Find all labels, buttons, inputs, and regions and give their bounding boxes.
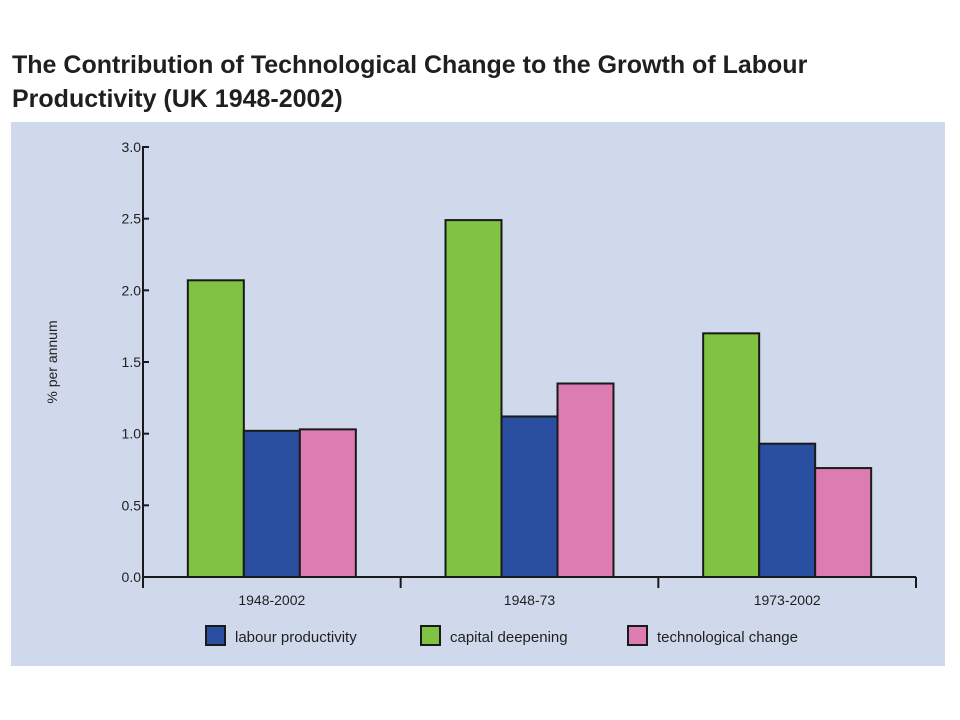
bar-labour-productivity-2: [758, 442, 817, 579]
x-tick-label-1: 1948-73: [504, 592, 556, 608]
legend-label-labour-productivity: labour productivity: [235, 629, 357, 646]
bar-capital-deepening-2: [702, 332, 761, 579]
y-tick-label-2: 1.0: [122, 426, 142, 442]
legend-label-capital-deepening: capital deepening: [450, 629, 568, 646]
bar-technological-change-0: [298, 428, 357, 578]
y-axis-title: % per annum: [44, 320, 60, 403]
legend-swatch-capital-deepening: [420, 625, 441, 646]
bar-capital-deepening-1: [444, 219, 503, 578]
y-tick-label-1: 0.5: [122, 497, 142, 513]
axes-group: 1948-2002 1948-73 1973-2002 0.0 0.5 1.0 1.5 2.0…: [122, 139, 917, 608]
x-tick-label-2: 1973-2002: [754, 592, 821, 608]
legend: labour productivity capital deepening tech…: [205, 625, 798, 646]
y-tick-label-3: 1.5: [122, 354, 142, 370]
x-tick-label-0: 1948-2002: [238, 592, 305, 608]
y-tick-label-5: 2.5: [122, 211, 142, 227]
y-tick-label-0: 0.0: [122, 569, 142, 585]
bar-technological-change-1: [556, 382, 615, 578]
bar-labour-productivity-0: [242, 429, 301, 578]
legend-swatch-labour-productivity: [205, 625, 226, 646]
legend-label-technological-change: technological change: [657, 629, 798, 646]
y-tick-label-4: 2.0: [122, 282, 142, 298]
bars-group: [186, 219, 873, 579]
chart-title: The Contribution of Technological Change…: [12, 51, 808, 113]
bar-capital-deepening-0: [186, 279, 245, 578]
y-tick-label-6: 3.0: [122, 139, 142, 155]
legend-swatch-technological-change: [627, 625, 648, 646]
bar-technological-change-2: [814, 467, 873, 579]
bar-labour-productivity-1: [500, 415, 559, 579]
